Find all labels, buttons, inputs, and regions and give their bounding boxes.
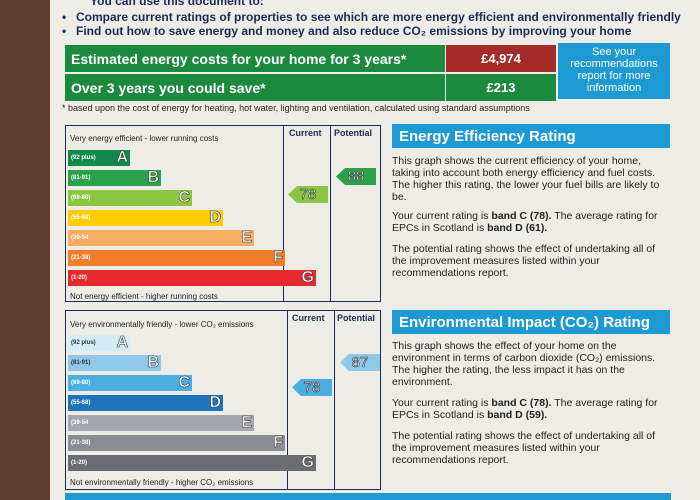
band-letter: F <box>273 249 283 267</box>
band-g: (1-20) G <box>68 454 316 472</box>
band-range: (55-68) <box>71 400 91 406</box>
energy-efficiency-title: Energy Efficiency Rating <box>392 124 670 148</box>
energy-para-3: The potential rating shows the effect of… <box>392 243 656 279</box>
environmental-impact-title: Environmental Impact (CO₂) Rating <box>392 310 670 334</box>
environmental-impact-chart: Current Potential Very environmentally f… <box>65 310 381 490</box>
saving-label: Over 3 years you could save* <box>65 74 445 101</box>
current-rating-arrow: 78 <box>292 379 332 396</box>
band-range: (92 plus) <box>71 340 96 346</box>
bullet-find-out: Find out how to save energy and money an… <box>62 24 681 38</box>
band-d: (55-68) D <box>68 209 223 227</box>
potential-rating-arrow: 87 <box>340 354 380 371</box>
energy-efficiency-chart: Current Potential Very energy efficient … <box>65 125 381 302</box>
band-letter: E <box>241 229 252 247</box>
saving-value: £213 <box>446 74 556 101</box>
band-range: (21-38) <box>71 255 91 261</box>
band-f: (21-38) F <box>68 434 285 452</box>
current-header: Current <box>292 313 325 323</box>
not-friendly-label: Not environmentally friendly - higher CO… <box>70 478 254 487</box>
band-letter: D <box>209 394 221 412</box>
potential-header: Potential <box>334 128 373 138</box>
header-bullets: Compare current ratings of properties to… <box>62 10 681 38</box>
band-g: (1-20) G <box>68 269 316 287</box>
band-range: (69-80) <box>71 195 91 201</box>
bottom-strip <box>65 493 671 500</box>
band-range: (39-54 <box>71 235 89 241</box>
band-letter: E <box>241 414 252 432</box>
env-para-3: The potential rating shows the effect of… <box>392 430 656 466</box>
band-letter: A <box>116 149 128 167</box>
band-letter: B <box>147 169 159 187</box>
not-efficient-label: Not energy efficient - higher running co… <box>70 292 218 301</box>
band-range: (92 plus) <box>71 155 96 161</box>
energy-para-1: This graph shows the current efficiency … <box>392 155 660 203</box>
band-a: (92 plus) A <box>68 334 130 352</box>
band-b: (81-91) B <box>68 169 161 187</box>
very-friendly-label: Very environmentally friendly - lower CO… <box>70 320 254 329</box>
band-a: (92 plus) A <box>68 149 130 167</box>
cost-footnote: * based upon the cost of energy for heat… <box>62 103 530 113</box>
band-letter: D <box>209 209 221 227</box>
band-range: (81-91) <box>71 175 91 181</box>
band-range: (39-54 <box>71 420 89 426</box>
band-range: (21-38) <box>71 440 91 446</box>
current-rating-arrow: 78 <box>288 186 328 203</box>
band-e: (39-54 E <box>68 229 254 247</box>
very-efficient-label: Very energy efficient - lower running co… <box>70 134 219 143</box>
band-letter: F <box>273 434 283 452</box>
band-range: (69-80) <box>71 380 91 386</box>
band-b: (81-91) B <box>68 354 161 372</box>
estimated-cost-label: Estimated energy costs for your home for… <box>65 45 445 72</box>
band-letter: C <box>178 189 190 207</box>
env-para-2: Your current rating is band C (78). The … <box>392 397 658 421</box>
epc-document: You can use this document to: Compare cu… <box>50 0 700 500</box>
band-c: (69-80) C <box>68 374 192 392</box>
band-letter: C <box>178 374 190 392</box>
band-e: (39-54 E <box>68 414 254 432</box>
band-letter: B <box>147 354 159 372</box>
band-c: (69-80) C <box>68 189 192 207</box>
band-range: (81-91) <box>71 360 91 366</box>
band-range: (1-20) <box>71 460 88 466</box>
band-d: (55-68) D <box>68 394 223 412</box>
energy-para-2: Your current rating is band C (78). The … <box>392 210 658 234</box>
potential-header: Potential <box>337 313 376 323</box>
bullet-compare: Compare current ratings of properties to… <box>62 10 681 24</box>
env-para-1: This graph shows the effect of your home… <box>392 340 656 388</box>
current-header: Current <box>289 128 322 138</box>
estimated-cost-value: £4,974 <box>446 45 556 72</box>
band-f: (21-38) F <box>68 249 285 267</box>
band-range: (55-68) <box>71 215 91 221</box>
see-recommendations-box: See your recommendations report for more… <box>558 43 670 99</box>
band-letter: A <box>116 334 128 352</box>
potential-rating-arrow: 88 <box>336 168 376 185</box>
band-letter: G <box>301 454 314 472</box>
band-letter: G <box>301 269 314 287</box>
band-range: (1-20) <box>71 275 88 281</box>
header-cut-text: You can use this document to: <box>90 0 264 8</box>
